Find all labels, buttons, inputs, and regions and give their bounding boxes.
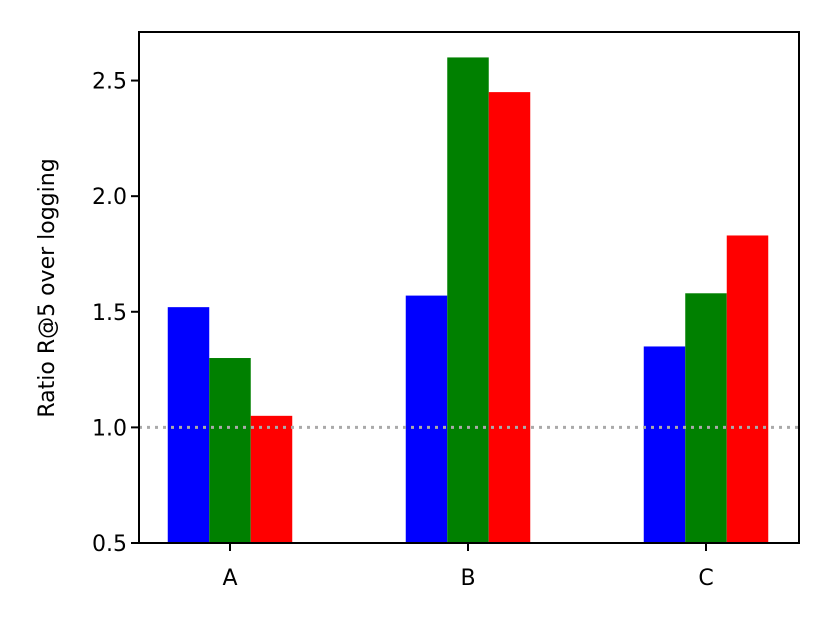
bar-b-series-1 [405, 295, 448, 543]
bars-group [167, 57, 769, 544]
bar-b-series-2 [447, 57, 489, 543]
bar-b-series-3 [488, 92, 531, 543]
bar-c-series-3 [726, 235, 769, 544]
y-axis: 0.5 1.0 1.5 2.0 2.5 [92, 70, 139, 557]
y-axis-label: Ratio R@5 over logging [35, 158, 60, 417]
x-tick-label-c: C [698, 566, 713, 591]
x-tick-label-a: A [222, 566, 237, 591]
bar-a-series-2 [209, 358, 251, 543]
x-axis: A B C [222, 543, 714, 591]
bar-a-series-3 [250, 415, 293, 543]
bar-c-series-2 [685, 293, 727, 543]
x-tick-label-b: B [460, 566, 475, 591]
y-tick-label: 0.5 [92, 532, 127, 557]
y-tick-label: 2.0 [92, 185, 127, 210]
bar-a-series-1 [167, 307, 210, 543]
y-tick-label: 1.5 [92, 301, 127, 326]
bar-c-series-1 [643, 346, 686, 543]
y-tick-label: 2.5 [92, 70, 127, 95]
y-tick-label: 1.0 [92, 416, 127, 441]
